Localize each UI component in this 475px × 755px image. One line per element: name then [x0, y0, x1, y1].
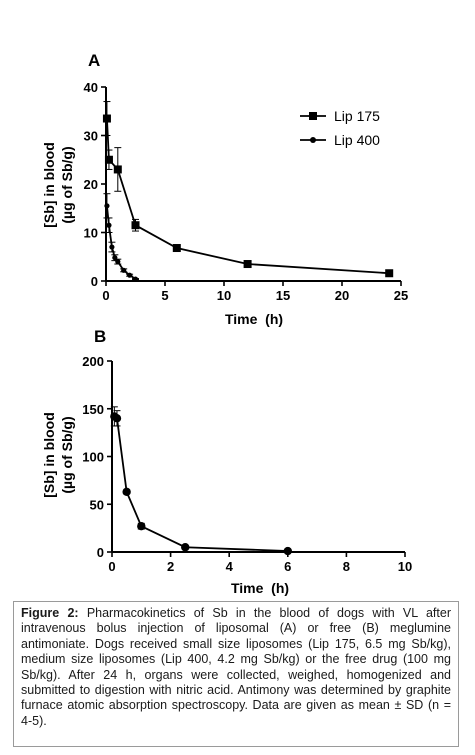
- figure-caption: Figure 2: Pharmacokinetics of Sb in the …: [13, 601, 459, 747]
- caption-label: Figure 2:: [21, 606, 79, 620]
- panel-b-series-1-point: [181, 543, 190, 552]
- panel-a-series-2-point: [121, 267, 127, 273]
- panel-b-series-1-point: [112, 414, 122, 423]
- legend-marker-2: [310, 137, 316, 143]
- panel-b-chart: B [Sb] in blood (µg of Sb/g) Time (h) 0 5…: [41, 327, 412, 596]
- panel-b-xlabel: Time (h): [231, 580, 289, 596]
- panel-b-y-tick-label: 0: [97, 545, 104, 560]
- panel-b-y-tick-label: 150: [82, 402, 104, 417]
- panel-a-ylabel-line1: [Sb] in blood: [41, 142, 57, 228]
- panel-a-series-2-point: [104, 203, 110, 209]
- panel-a-y-tick-label: 0: [91, 274, 98, 289]
- legend-label-1: Lip 175: [334, 108, 380, 124]
- panel-b-label: B: [94, 327, 106, 346]
- panel-a-x-tick-label: 10: [217, 288, 231, 303]
- panel-b-x-tick-label: 4: [226, 559, 234, 574]
- panel-b-y-tick-label: 200: [82, 354, 104, 369]
- panel-b-ylabel-line1: [Sb] in blood: [41, 412, 57, 498]
- panel-b-series-1-point: [137, 522, 146, 531]
- panel-a-ylabel-line2: (µg of Sb/g): [59, 146, 75, 223]
- panel-a-series-2-point: [106, 222, 112, 228]
- panel-a-x-tick-label: 5: [161, 288, 168, 303]
- panel-a-x-tick-label: 0: [102, 288, 109, 303]
- panel-b-x-tick-label: 2: [167, 559, 174, 574]
- panel-a-series-2-point: [132, 276, 139, 282]
- panel-a-y-tick-label: 30: [84, 129, 98, 144]
- panel-a-label: A: [88, 51, 100, 70]
- panel-b-ylabel-line2: (µg of Sb/g): [59, 416, 75, 493]
- panel-a-series-1-point: [385, 269, 394, 278]
- legend-label-2: Lip 400: [334, 132, 380, 148]
- panel-a-x-tick-label: 25: [394, 288, 408, 303]
- panel-b-x-tick-label: 10: [398, 559, 412, 574]
- panel-a-x-tick-label: 15: [276, 288, 290, 303]
- panel-b-series-1-line: [113, 415, 288, 552]
- panel-a-legend: Lip 175 Lip 400: [300, 108, 380, 148]
- panel-a-series-2-point: [115, 259, 121, 265]
- panel-a-series-2-point: [127, 272, 133, 278]
- panel-a-chart: A [Sb] in blood (µg of Sb/g) Time (h) Li…: [41, 51, 408, 327]
- panel-a-series-1-point: [243, 260, 252, 269]
- panel-a-y-tick-label: 20: [84, 177, 98, 192]
- panel-b-y-tick-label: 50: [90, 497, 104, 512]
- panel-b-series-1-point: [122, 487, 131, 497]
- panel-b-x-tick-label: 0: [108, 559, 115, 574]
- legend-marker-1: [309, 112, 317, 120]
- panel-a-y-tick-label: 10: [84, 226, 98, 241]
- panel-a-series-1-point: [131, 221, 140, 230]
- panel-a-series-1-point: [172, 244, 181, 253]
- panel-b-series-1-point: [283, 546, 292, 556]
- panel-a-series-2-point: [109, 244, 115, 250]
- panel-b-x-tick-label: 6: [284, 559, 291, 574]
- panel-a-y-tick-label: 40: [84, 80, 98, 95]
- panel-b-x-tick-label: 8: [343, 559, 350, 574]
- panel-a-xlabel: Time (h): [225, 311, 283, 327]
- panel-a-series-1-point: [113, 165, 122, 174]
- panel-a-series-1-point: [104, 155, 113, 164]
- caption-text: Pharmacokinetics of Sb in the blood of d…: [21, 606, 451, 728]
- panel-a-x-tick-label: 20: [335, 288, 349, 303]
- figure: A [Sb] in blood (µg of Sb/g) Time (h) Li…: [41, 51, 412, 596]
- panel-a-series-1-point: [102, 114, 111, 123]
- panel-b-y-tick-label: 100: [82, 450, 104, 465]
